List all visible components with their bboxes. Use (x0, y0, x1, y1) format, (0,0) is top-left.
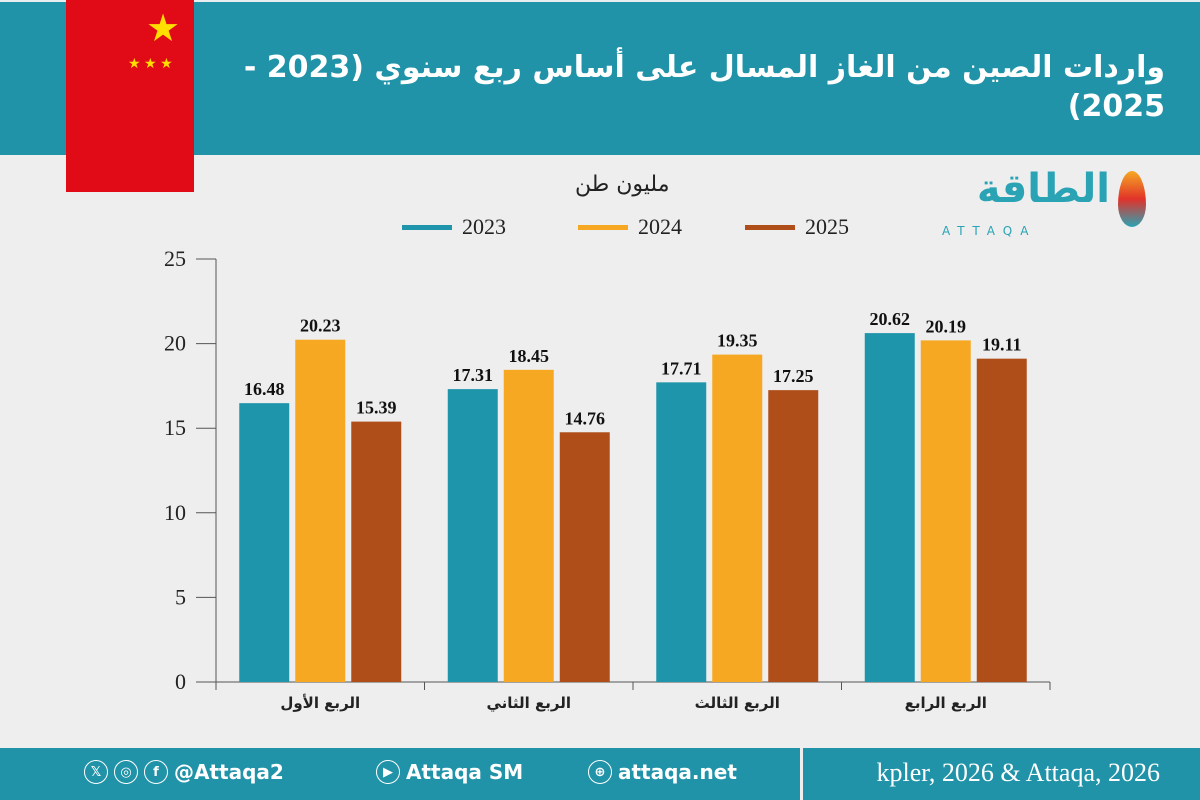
data-label: 19.35 (717, 331, 758, 351)
data-label: 15.39 (356, 398, 397, 418)
youtube-link[interactable]: ▶ Attaqa SM (376, 760, 523, 784)
bar-2025 (976, 358, 1027, 682)
drop-icon (1118, 171, 1146, 227)
social-handle[interactable]: 𝕏 ◎ f @Attaqa2 (84, 760, 284, 784)
website-text: attaqa.net (618, 760, 737, 784)
x-icon[interactable]: 𝕏 (84, 760, 108, 784)
data-label: 19.11 (982, 335, 1022, 355)
facebook-icon[interactable]: f (144, 760, 168, 784)
chart-title: واردات الصين من الغاز المسال على أساس رب… (243, 50, 1165, 124)
data-label: 14.76 (565, 408, 606, 428)
logo-text: الطاقة (976, 166, 1110, 212)
globe-icon: ⊕ (588, 760, 612, 784)
handle-text: @Attaqa2 (174, 760, 284, 784)
china-flag: ★ ★ ★ ★ (66, 0, 194, 192)
legend-2025: 2025 (745, 214, 849, 240)
legend-2024: 2024 (578, 214, 682, 240)
source-text: kpler, 2026 & Attaqa, 2026 (876, 758, 1160, 787)
bar-2023 (239, 403, 290, 682)
y-tick-label: 15 (164, 415, 186, 440)
data-label: 18.45 (509, 346, 550, 366)
footer-divider (800, 748, 803, 800)
y-tick-label: 10 (164, 500, 186, 525)
data-label: 17.25 (773, 366, 814, 386)
legend-2023: 2023 (402, 214, 506, 240)
youtube-text: Attaqa SM (406, 760, 524, 784)
bar-2024 (503, 369, 554, 682)
y-tick-label: 20 (164, 331, 186, 356)
bar-2023 (656, 382, 707, 682)
data-label: 17.31 (453, 365, 494, 385)
data-label: 17.71 (661, 358, 702, 378)
y-tick-label: 25 (164, 246, 186, 271)
data-label: 20.19 (926, 316, 967, 336)
x-tick-label: الربع الرابع (905, 694, 987, 712)
bar-2024 (712, 354, 763, 682)
youtube-icon: ▶ (376, 760, 400, 784)
bar-2023 (447, 389, 498, 682)
star-icon: ★ ★ ★ (128, 57, 173, 72)
footer: 𝕏 ◎ f @Attaqa2 ▶ Attaqa SM ⊕ attaqa.net … (0, 748, 1200, 800)
bar-2024 (295, 339, 346, 682)
bar-2023 (864, 333, 915, 682)
x-tick-label: الربع الثالث (695, 694, 780, 712)
bar-2025 (559, 432, 610, 682)
x-tick-label: الربع الأول (280, 694, 360, 712)
bar-2024 (920, 340, 971, 682)
y-unit-label: مليون طن (575, 172, 670, 197)
website-link[interactable]: ⊕ attaqa.net (588, 760, 737, 784)
bar-chart: 0 5 10 15 20 25 الربع الأول 16.48 20.23 15.39 الرب… (164, 246, 1051, 712)
bar-2025 (351, 421, 402, 682)
data-label: 20.23 (300, 316, 341, 336)
bar-2025 (768, 390, 819, 682)
logo-sub: ATTAQA (942, 224, 1037, 238)
data-label: 20.62 (870, 309, 911, 329)
header-band (0, 0, 1200, 155)
instagram-icon[interactable]: ◎ (114, 760, 138, 784)
y-tick-label: 0 (175, 669, 186, 694)
star-icon: ★ (146, 8, 181, 50)
attaqa-logo: الطاقة ATTAQA (930, 165, 1150, 245)
y-tick-label: 5 (175, 584, 186, 609)
data-label: 16.48 (244, 379, 285, 399)
x-tick-label: الربع الثاني (486, 694, 571, 712)
